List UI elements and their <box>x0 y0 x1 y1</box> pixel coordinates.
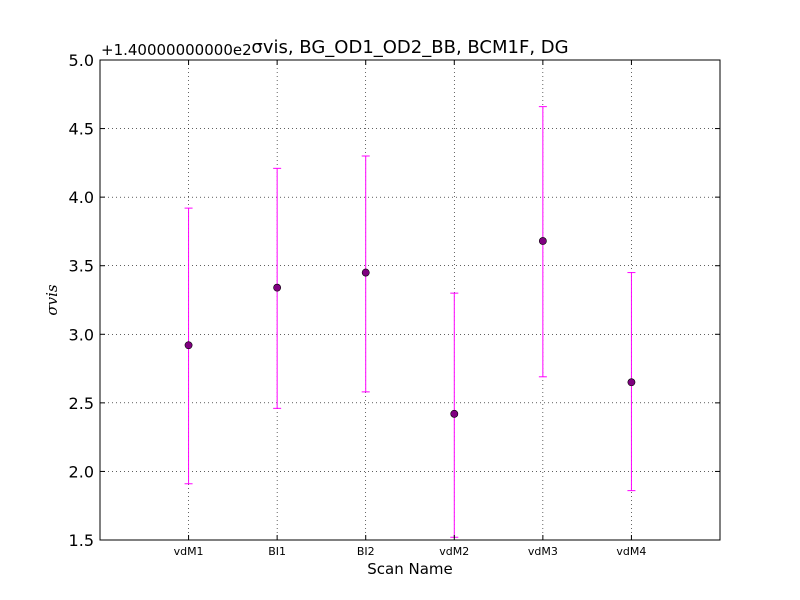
x-ticks: vdM1 BI1 BI2 vdM2 vdM3 vdM4 <box>174 60 646 558</box>
y-axis-label: σvis <box>43 284 61 316</box>
data-point <box>627 378 636 387</box>
data-point <box>361 268 370 277</box>
y-tick-label: 1.5 <box>69 531 94 550</box>
y-tick-label: 4.5 <box>69 120 94 139</box>
x-tick-label: vdM3 <box>528 545 558 558</box>
x-tick-label: vdM1 <box>174 545 204 558</box>
x-tick-label: BI2 <box>357 545 375 558</box>
x-tick-label: vdM4 <box>616 545 646 558</box>
y-tick-label: 2.5 <box>69 394 94 413</box>
y-tick-label: 2.0 <box>69 462 94 481</box>
y-tick-label: 4.0 <box>69 188 94 207</box>
data-point <box>273 283 282 292</box>
x-axis-label: Scan Name <box>367 560 453 578</box>
y-tick-label: 3.0 <box>69 325 94 344</box>
offset-text: +1.40000000000e2 <box>101 41 252 59</box>
chart-title: σvis, BG_OD1_OD2_BB, BCM1F, DG <box>251 37 568 58</box>
y-ticks: 1.5 2.0 2.5 3.0 3.5 4.0 4.5 5.0 <box>69 51 720 550</box>
y-tick-label: 3.5 <box>69 257 94 276</box>
x-tick-label: vdM2 <box>439 545 469 558</box>
data-point <box>538 237 547 245</box>
data-point <box>450 409 459 418</box>
y-tick-label: 5.0 <box>69 51 94 70</box>
data-point <box>184 341 193 350</box>
x-tick-label: BI1 <box>268 545 286 558</box>
plot-frame <box>99 59 721 541</box>
data-points <box>184 237 636 418</box>
